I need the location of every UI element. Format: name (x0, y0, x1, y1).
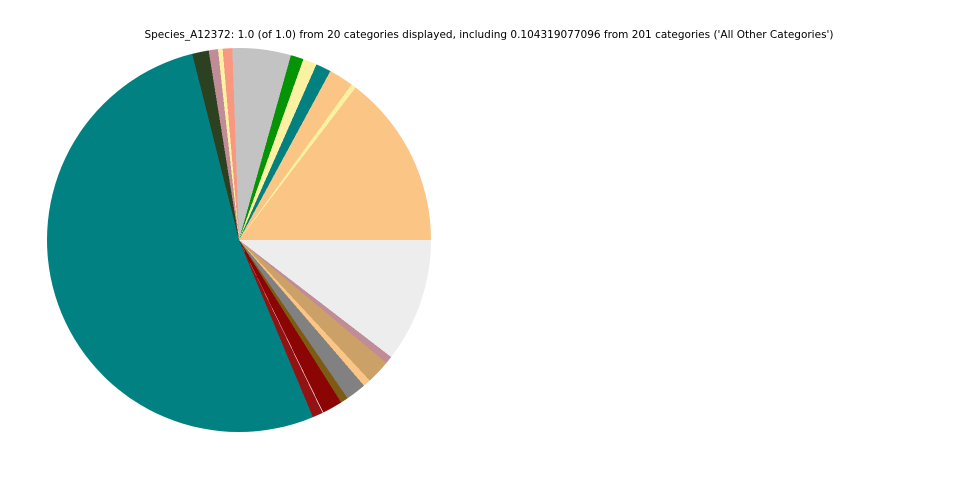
chart-title: Species_A12372: 1.0 (of 1.0) from 20 cat… (144, 29, 834, 41)
pie-chart (47, 48, 431, 432)
